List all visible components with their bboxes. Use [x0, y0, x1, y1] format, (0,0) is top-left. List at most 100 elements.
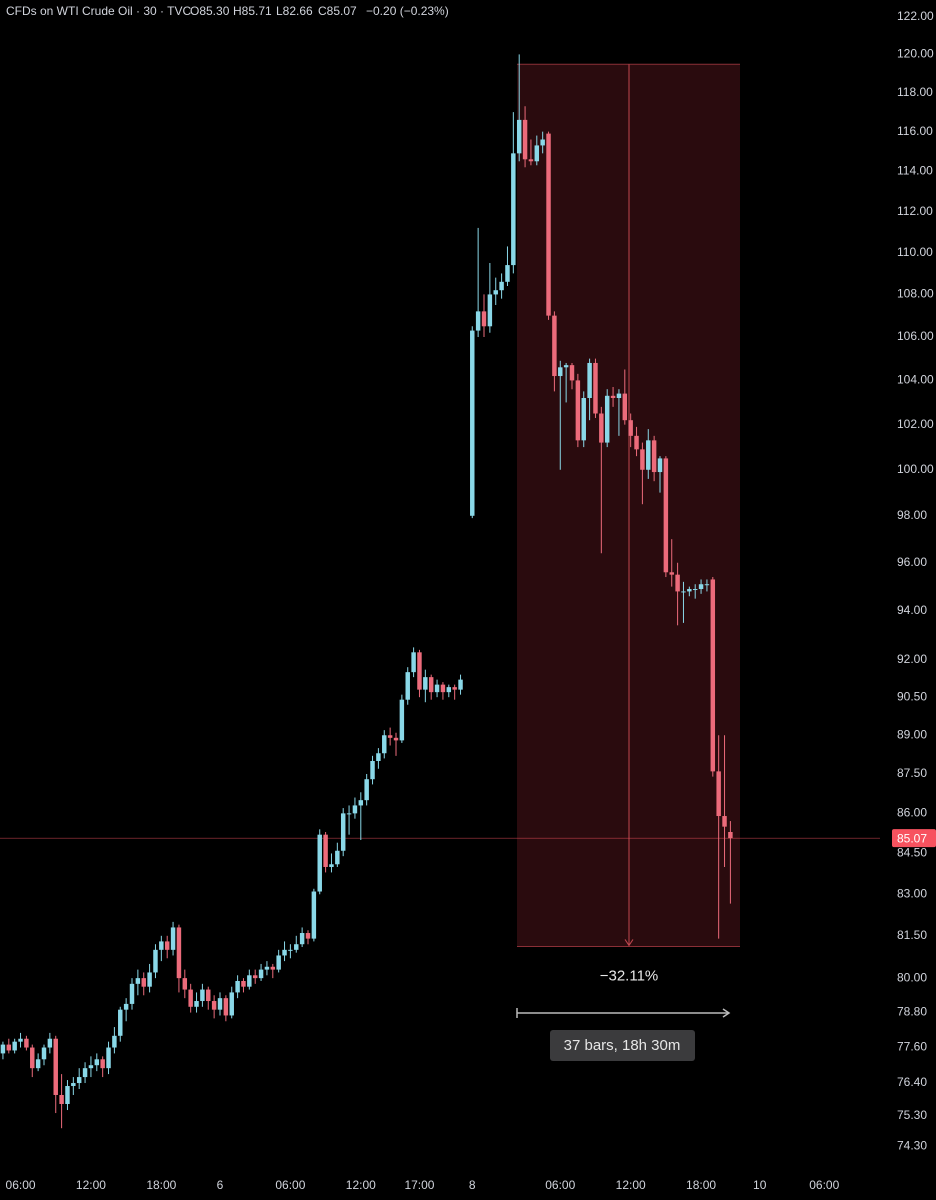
y-tick-label: 90.50 [897, 689, 927, 703]
candle-body [528, 159, 534, 162]
y-tick-label: 86.00 [897, 806, 927, 820]
y-tick-label: 80.00 [897, 970, 927, 984]
candle-body [604, 395, 610, 443]
candle-body [352, 805, 358, 814]
measure-change: −32.11% [600, 967, 659, 984]
y-tick-label: 81.50 [897, 928, 927, 942]
candle-body [558, 367, 563, 377]
candle-body [710, 579, 716, 772]
x-tick-label: 12:00 [346, 1178, 376, 1192]
legend-close: C85.07 [318, 4, 357, 18]
last-price-tag [892, 829, 936, 848]
candle-body [94, 1059, 100, 1066]
candle-body [323, 834, 328, 867]
candle-body [0, 1044, 6, 1054]
candle-body [675, 574, 680, 592]
candle-body [223, 998, 229, 1016]
candle-body [299, 933, 305, 945]
candle-body [106, 1047, 111, 1069]
candle-body [516, 119, 522, 154]
x-tick-label: 10 [753, 1178, 767, 1192]
candle-body [681, 591, 686, 593]
candle-body [147, 972, 152, 987]
candle-body [646, 440, 651, 470]
y-tick-label: 89.00 [897, 727, 927, 741]
candle-body [446, 687, 452, 693]
candle-body [575, 380, 581, 441]
candle-body [376, 753, 381, 761]
candle-body [487, 294, 493, 327]
candle-body [176, 927, 182, 979]
candle-body [30, 1047, 35, 1069]
x-tick-label: 06:00 [809, 1178, 839, 1192]
y-tick-label: 84.50 [897, 846, 927, 860]
candle-body [669, 572, 674, 575]
y-tick-label: 114.00 [897, 163, 933, 177]
candle-body [235, 980, 240, 993]
candle-body [59, 1094, 64, 1105]
candle-body [129, 983, 135, 1004]
candle-body [264, 966, 270, 970]
candle-body [657, 458, 663, 473]
candle-body [294, 944, 299, 950]
candle-body [358, 800, 364, 806]
candle-body [382, 735, 387, 754]
x-tick-label: 12:00 [616, 1178, 646, 1192]
y-tick-label: 98.00 [897, 508, 927, 522]
candle-body [170, 927, 176, 950]
candle-body [241, 980, 246, 987]
candle-body [728, 831, 733, 839]
candle-body [587, 362, 592, 399]
candle-body [65, 1086, 70, 1105]
candle-body [417, 652, 422, 690]
y-tick-label: 96.00 [897, 555, 927, 569]
candle-body [282, 949, 287, 956]
y-tick-label: 78.80 [897, 1005, 927, 1019]
y-tick-label: 76.40 [897, 1075, 927, 1089]
x-tick-label: 18:00 [686, 1178, 716, 1192]
candle-body [716, 771, 721, 817]
y-tick-label: 75.30 [897, 1108, 927, 1122]
candle-body [24, 1038, 29, 1048]
candle-body [335, 850, 340, 865]
x-tick-label: 6 [217, 1178, 224, 1192]
candle-body [76, 1077, 82, 1084]
candle-body [229, 992, 234, 1016]
candle-body [247, 975, 252, 987]
candle-body [628, 420, 633, 436]
measure-arrowhead [624, 939, 634, 947]
symbol: CFDs on WTI Crude Oil · 30 · TVC [6, 4, 191, 18]
last-price-label: 85.07 [897, 831, 927, 845]
candle-body [687, 589, 692, 592]
y-tick-label: 118.00 [897, 85, 933, 99]
candle-body [182, 978, 188, 990]
y-tick-label: 110.00 [897, 245, 933, 259]
candle-body [663, 458, 669, 573]
candle-body [258, 969, 264, 979]
y-tick-label: 120.00 [897, 47, 934, 61]
candle-body [704, 584, 710, 586]
candle-body [118, 1009, 123, 1036]
y-tick-label: 116.00 [897, 124, 933, 138]
candle-body [428, 677, 434, 693]
candle-body [194, 1001, 199, 1007]
candle-body [634, 435, 639, 450]
duration-arrowhead [722, 1008, 731, 1018]
candle-body [217, 998, 223, 1010]
candle-body [475, 311, 481, 331]
candle-body [188, 989, 193, 1007]
candle-body [599, 413, 604, 443]
candle-body [569, 365, 575, 381]
candle-body [153, 949, 158, 973]
candle-body [159, 941, 164, 950]
y-tick-label: 77.60 [897, 1040, 927, 1054]
candle-body [141, 978, 146, 987]
y-tick-label: 100.00 [897, 462, 934, 476]
candle-body [18, 1038, 23, 1042]
y-tick-label: 92.00 [897, 652, 927, 666]
legend-change: −0.20 (−0.23%) [366, 4, 449, 18]
legend-low: L82.66 [276, 4, 313, 18]
candle-body [276, 955, 281, 970]
x-tick-label: 17:00 [404, 1178, 434, 1192]
